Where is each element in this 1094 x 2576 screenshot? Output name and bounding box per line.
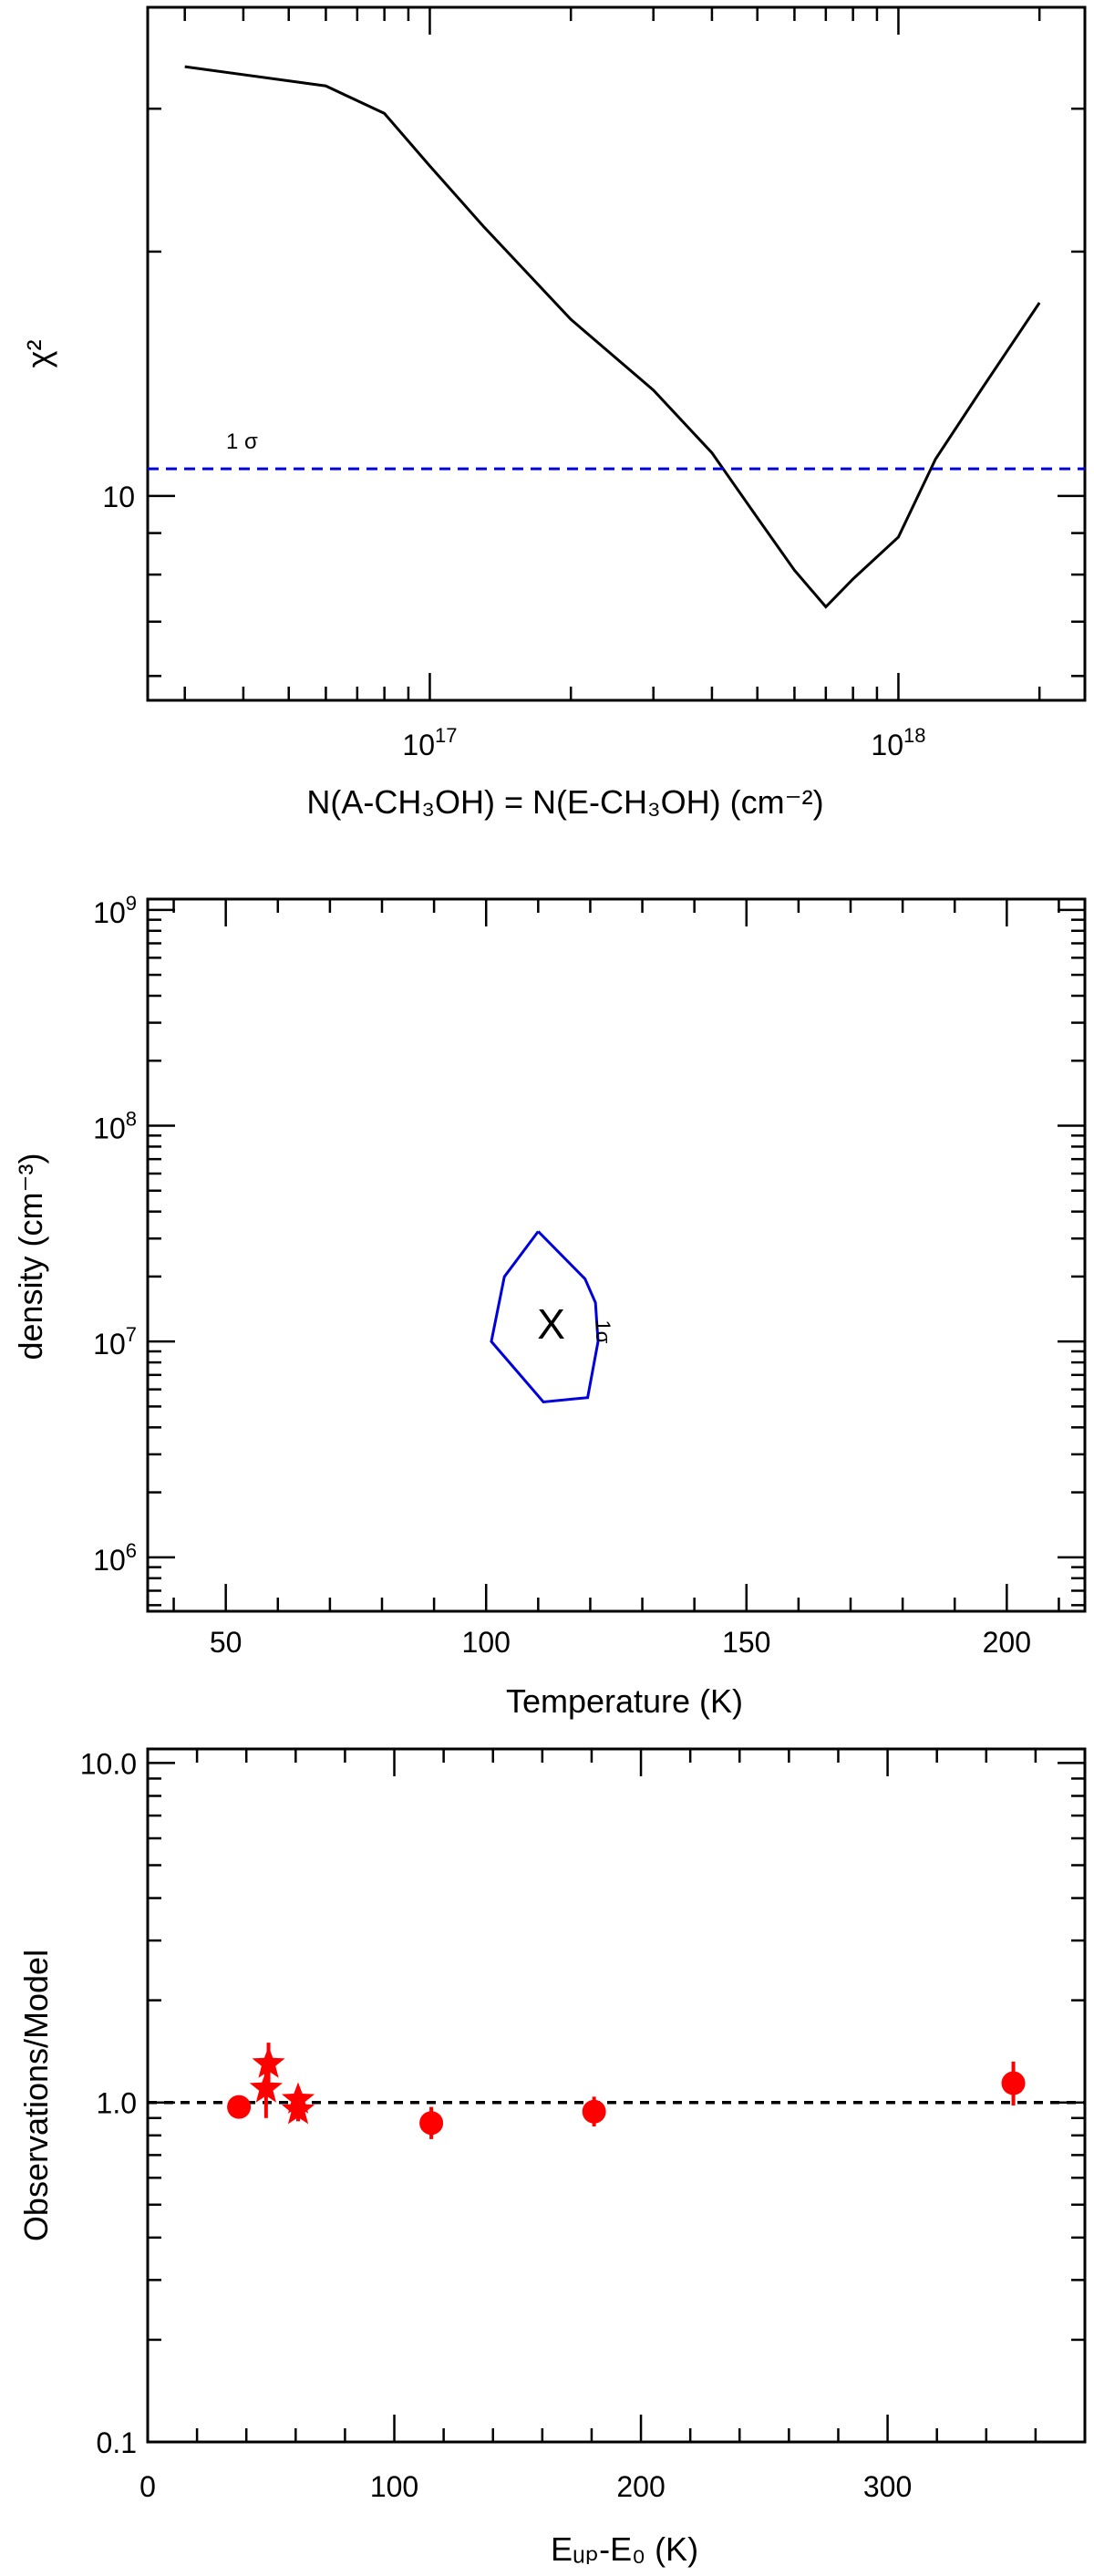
density-y-tick-label: 106 [93,1539,137,1577]
density-y-axis-label: density (cm⁻³) [12,1153,49,1360]
density-x-axis-label: Temperature (K) [506,1682,743,1720]
density-y-tick-label: 108 [93,1108,137,1145]
chi2-y-axis-label: χ² [20,340,57,368]
chi2-panel: 1017 1018 10 1 σ N(A-CH₃OH) = N(E-CH₃OH) (… [20,5,1087,821]
density-x-tick-label: 150 [722,1626,770,1659]
obs-model-y-tick-label: 0.1 [97,2426,137,2459]
obs-model-plot-frame [146,1747,1087,2444]
obs-model-x-tick-label: 300 [863,2470,912,2503]
obs-model-y-tick-label: 10.0 [80,1747,137,1780]
obs-model-x-tick-label: 100 [370,2470,418,2503]
density-contour-group: 1σ X [490,1230,614,1404]
data-point-circle [419,2111,444,2136]
obs-model-x-tick-label: 200 [616,2470,665,2503]
obs-model-y-axis-label: Observations/Model [17,1950,55,2241]
chi2-plot-frame [146,5,1087,702]
density-y-tick-label: 109 [93,892,137,929]
chi2-curve [184,65,1041,609]
density-x-tick-label: 50 [210,1626,243,1659]
data-point-circle [582,2099,606,2124]
obs-model-x-axis-label: Eᵤₚ-E₀ (K) [551,2530,698,2568]
density-x-tick-label: 200 [983,1626,1031,1659]
data-point-circle [227,2095,252,2119]
data-point-star [282,2093,315,2125]
chi2-x-tick-label: 1018 [871,724,925,761]
data-point-star [252,2046,285,2078]
obs-model-panel: 0 100 200 300 0.1 1.0 10.0 Eᵤₚ-E₀ (K) Observat… [17,1747,1087,2568]
chi2-y-tick-label: 10 [102,481,135,513]
density-y-tick-label: 107 [93,1323,137,1360]
obs-model-points [148,2043,1085,2139]
chi2-hline-label: 1 σ [226,429,258,454]
density-plot-frame [146,897,1087,1613]
data-point-circle [1001,2071,1026,2095]
chi2-ticks: 1017 1018 10 [102,5,1085,761]
obs-model-x-tick-label: 0 [139,2470,156,2503]
chi2-x-axis-label: N(A-CH₃OH) = N(E-CH₃OH) (cm⁻²) [306,783,823,821]
contour-label: 1σ [592,1320,614,1344]
best-fit-marker: X [537,1300,565,1348]
chi2-x-tick-label: 1017 [402,724,457,761]
density-temperature-panel: 50 100 150 200 106 107 108 109 1σ X Temperature … [12,892,1087,1720]
density-x-tick-label: 100 [462,1626,511,1659]
chi2-series [148,65,1085,609]
data-point-star [249,2071,283,2103]
obs-model-ticks: 0 100 200 300 0.1 1.0 10.0 [80,1747,1087,2503]
obs-model-y-tick-label: 1.0 [97,2087,137,2120]
density-ticks: 50 100 150 200 106 107 108 109 [93,892,1085,1659]
one-sigma-contour [490,1230,600,1404]
